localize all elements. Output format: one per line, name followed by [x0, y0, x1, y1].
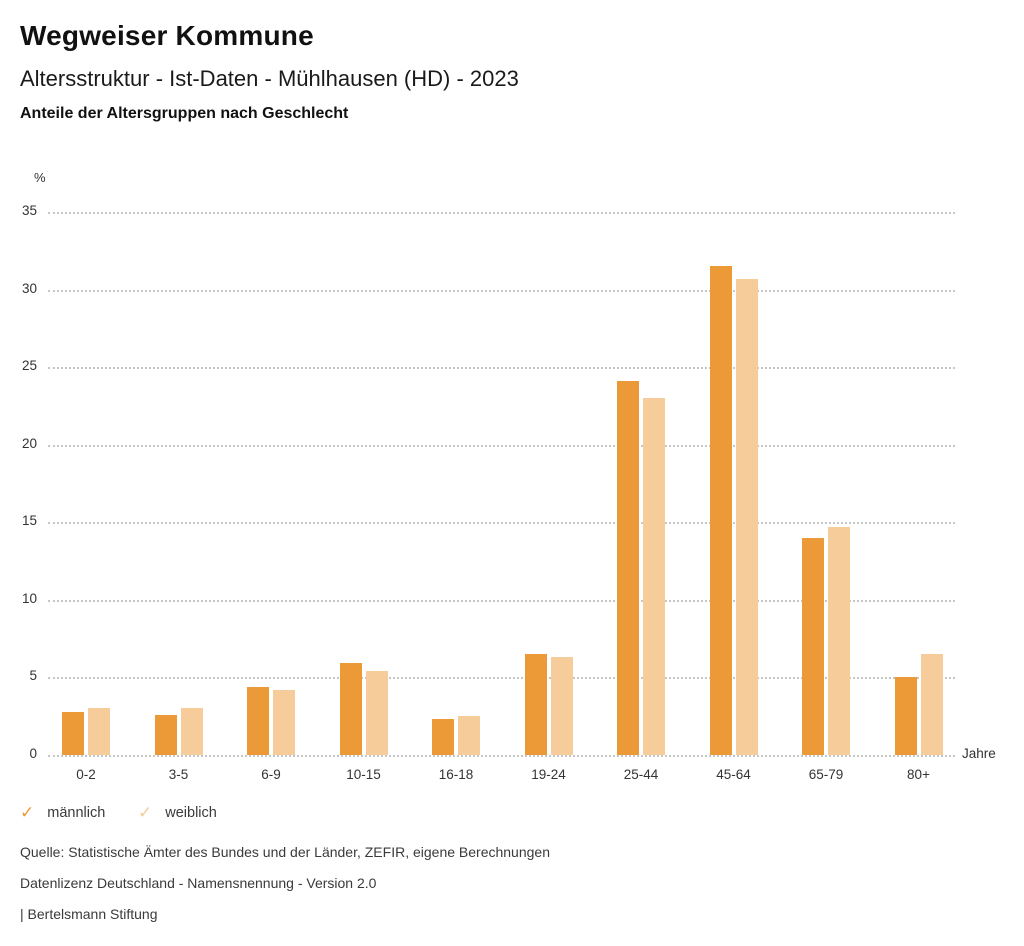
y-tick-label: 30: [21, 280, 37, 296]
attribution-note: | Bertelsmann Stiftung: [20, 906, 158, 922]
bar-weiblich-0-2[interactable]: [88, 708, 110, 755]
x-tick-label: 6-9: [261, 767, 281, 782]
gridline: [48, 289, 955, 292]
plot-area: Jahre 0 5 10 15 20 25 30 35 0-2 3-5 6-9 10-15 16-18 1…: [22, 203, 996, 782]
bar-weiblich-16-18[interactable]: [458, 716, 480, 755]
bar-männlich-25-44[interactable]: [617, 381, 639, 755]
bar-weiblich-19-24[interactable]: [550, 657, 573, 755]
bar-weiblich-10-15[interactable]: [365, 671, 388, 755]
bar-männlich-0-2[interactable]: [62, 711, 84, 755]
bar-männlich-80+[interactable]: [894, 677, 917, 755]
legend-item-label: weiblich: [165, 805, 217, 821]
y-axis-unit-label: %: [34, 170, 46, 185]
page-title: Wegweiser Kommune: [20, 20, 314, 51]
legend-item-label: männlich: [47, 805, 106, 821]
gridline: [48, 522, 955, 525]
gridline: [48, 755, 955, 757]
x-tick-label: 0-2: [76, 767, 96, 782]
x-tick-label: 10-15: [346, 767, 381, 782]
x-tick-label: 25-44: [623, 767, 659, 782]
chart-heading: Anteile der Altersgruppen nach Geschlech…: [20, 105, 349, 122]
gridline: [48, 599, 955, 602]
gridline: [48, 444, 955, 447]
bar-männlich-16-18[interactable]: [432, 719, 454, 755]
license-note: Datenlizenz Deutschland - Namensnennung …: [20, 875, 377, 891]
bar-männlich-45-64[interactable]: [709, 266, 732, 755]
bar-männlich-19-24[interactable]: [524, 654, 547, 755]
check-icon: ✓: [138, 803, 153, 822]
y-tick-label: 15: [21, 513, 37, 529]
x-tick-label: 19-24: [531, 767, 566, 782]
gridline: [48, 677, 955, 680]
gridline: [48, 212, 955, 214]
y-tick-label: 10: [21, 590, 37, 606]
gridline: [48, 367, 955, 370]
bar-weiblich-45-64[interactable]: [735, 278, 758, 755]
check-icon: ✓: [20, 803, 35, 822]
legend-item-weiblich[interactable]: ✓ weiblich: [138, 803, 217, 823]
bar-weiblich-6-9[interactable]: [273, 689, 295, 755]
y-tick-label: 0: [29, 746, 37, 761]
y-tick-label: 25: [21, 358, 37, 374]
bar-weiblich-65-79[interactable]: [828, 526, 850, 755]
legend-item-maennlich[interactable]: ✓ männlich: [20, 803, 105, 823]
y-tick-label: 5: [29, 668, 37, 684]
y-tick-label: 35: [21, 203, 37, 218]
bar-männlich-6-9[interactable]: [247, 686, 269, 755]
x-axis-unit-label: Jahre: [962, 746, 996, 761]
x-tick-label: 16-18: [438, 767, 474, 782]
source-note: Quelle: Statistische Ämter des Bundes un…: [20, 844, 550, 860]
bar-weiblich-3-5[interactable]: [180, 708, 203, 755]
x-tick-label: 3-5: [168, 767, 189, 782]
bar-männlich-10-15[interactable]: [339, 663, 362, 755]
x-tick-label: 45-64: [716, 767, 751, 782]
bar-weiblich-80+[interactable]: [920, 654, 943, 755]
chart-legend: ✓ männlich ✓ weiblich: [20, 803, 420, 825]
bar-männlich-3-5[interactable]: [154, 714, 177, 755]
bar-weiblich-25-44[interactable]: [643, 398, 665, 755]
y-tick-label: 20: [21, 435, 37, 451]
x-tick-label: 80+: [907, 767, 930, 782]
page-subtitle: Altersstruktur - Ist-Daten - Mühlhausen …: [20, 66, 519, 91]
bar-männlich-65-79[interactable]: [802, 537, 824, 755]
x-tick-label: 65-79: [808, 767, 844, 782]
